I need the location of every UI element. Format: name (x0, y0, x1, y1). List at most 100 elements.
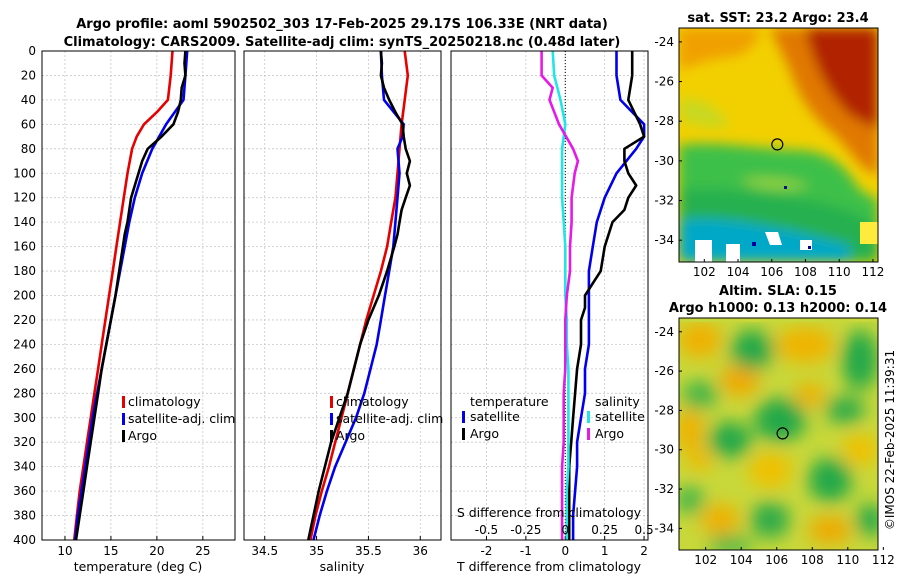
x2-tick-label: -0.5 (475, 523, 498, 537)
sst-map-title: sat. SST: 23.2 Argo: 23.4 (687, 11, 868, 26)
y-tick-label: 120 (13, 191, 36, 205)
map-x-tick-label: 102 (694, 553, 717, 567)
y-tick-label: 160 (13, 240, 36, 254)
x-tick-label: 0 (561, 544, 569, 558)
map-x-tick-label: 112 (872, 553, 895, 567)
series-line-argo (307, 51, 412, 540)
y-tick-label: 20 (21, 68, 36, 82)
s-difference-axis-label: S difference from climatology (457, 505, 642, 520)
x2-tick-label: 0.25 (591, 523, 618, 537)
x-tick-label: 25 (195, 544, 210, 558)
legend-swatch-climatology (330, 396, 333, 408)
salinity-grid (244, 50, 441, 541)
y-tick-label: 40 (21, 93, 36, 107)
legend-swatch-argo (122, 430, 125, 442)
map-y-tick-label: -24 (654, 325, 674, 339)
legend-label-climatology: climatology (128, 394, 201, 409)
difference-frame (450, 50, 649, 541)
x-tick-label: 2 (640, 544, 648, 558)
y-tick-label: 400 (13, 533, 36, 547)
sst-argo-position-marker (771, 138, 784, 151)
y-tick-label: 340 (13, 460, 36, 474)
series-line-argo (74, 51, 187, 540)
series-line-temperature-satellite (571, 51, 646, 540)
y-tick-label: 0 (28, 44, 36, 58)
series-line-satellite-adj-clim (312, 51, 406, 540)
legend-label-argo: Argo (128, 428, 157, 443)
legend-label-t-argo: Argo (470, 426, 499, 441)
map-y-tick-label: -32 (654, 482, 674, 496)
temperature-legend: climatology satellite-adj. clim Argo (122, 394, 235, 443)
map-x-tick-label: 104 (727, 265, 750, 279)
map-y-tick-label: -28 (654, 114, 674, 128)
series-line-temperature-argo (567, 51, 646, 540)
legend-swatch-satellite (122, 413, 125, 425)
copyright-timestamp: ©IMOS 22-Feb-2025 11:39:31 (883, 350, 897, 530)
x2-tick-label: 0 (561, 523, 569, 537)
sla-argo-position-marker (776, 427, 789, 440)
map-y-tick-label: -28 (654, 403, 674, 417)
x2-tick-label: 0.5 (635, 523, 654, 537)
x-tick-label: 10 (57, 544, 72, 558)
x-tick-label: -2 (480, 544, 492, 558)
x-tick-label: 35.5 (355, 544, 382, 558)
legend-label-satellite: satellite-adj. clim (336, 411, 443, 426)
y-tick-label: 140 (13, 215, 36, 229)
map-x-tick-label: 110 (828, 265, 851, 279)
salinity-frame (243, 50, 442, 541)
y-tick-label: 100 (13, 166, 36, 180)
map-y-tick-label: -34 (654, 521, 674, 535)
legend-label-s-argo: Argo (595, 426, 624, 441)
x-tick-label: 15 (103, 544, 118, 558)
legend-label-satellite: satellite-adj. clim (128, 411, 235, 426)
y-tick-label: 280 (13, 386, 36, 400)
temperature-grid (42, 50, 235, 541)
y-tick-label: 260 (13, 362, 36, 376)
legend-swatch-satellite (330, 413, 333, 425)
salinity-axis-label: salinity (320, 559, 365, 574)
difference-grid (451, 50, 648, 541)
legend-heading-temperature: temperature (470, 394, 549, 409)
y-tick-label: 320 (13, 435, 36, 449)
x-tick-label: 34.5 (251, 544, 278, 558)
map-x-tick-label: 110 (836, 553, 859, 567)
map-y-tick-label: -30 (654, 443, 674, 457)
x-tick-label: -1 (520, 544, 532, 558)
series-line-climatology (72, 51, 174, 540)
y-tick-label: 80 (21, 142, 36, 156)
map-y-tick-label: -34 (654, 233, 674, 247)
x-tick-label: 35 (309, 544, 324, 558)
difference-legend-temperature: temperature satellite Argo (462, 394, 549, 441)
map-y-tick-label: -30 (654, 154, 674, 168)
sla-map-title-line2: Argo h1000: 0.13 h2000: 0.14 (669, 301, 887, 316)
y-tick-label: 380 (13, 509, 36, 523)
map-y-tick-label: -32 (654, 194, 674, 208)
map-x-tick-label: 104 (730, 553, 753, 567)
sla-tick-labels: 102 104 106 108 110 112 -24 -26 -28 -30 -32 -34 (654, 325, 894, 567)
difference-lines (540, 51, 646, 540)
legend-label-s-satellite: satellite (595, 409, 645, 424)
legend-swatch-s-argo (587, 428, 590, 440)
sst-map-frame (678, 27, 879, 263)
series-line-climatology (309, 51, 410, 540)
legend-swatch-s-satellite (587, 411, 590, 423)
map-y-tick-label: -26 (654, 364, 674, 378)
legend-label-climatology: climatology (336, 394, 409, 409)
x2-tick-label: -0.25 (510, 523, 541, 537)
map-x-tick-label: 108 (794, 265, 817, 279)
figure-title-line1: Argo profile: aoml 5902502_303 17-Feb-20… (76, 17, 608, 32)
temperature-axis-label: temperature (deg C) (74, 559, 203, 574)
map-y-tick-label: -24 (654, 35, 674, 49)
legend-heading-salinity: salinity (595, 394, 640, 409)
salinity-legend: climatology satellite-adj. clim Argo (330, 394, 443, 443)
series-line-salinity-argo (540, 51, 580, 540)
y-tick-label: 200 (13, 289, 36, 303)
difference-tick-labels: -2 -1 0 1 2 (480, 544, 647, 558)
map-x-tick-label: 102 (693, 265, 716, 279)
x-tick-label: 1 (601, 544, 609, 558)
y-tick-label: 240 (13, 337, 36, 351)
salinity-lines (307, 51, 412, 540)
map-y-tick-label: -26 (654, 75, 674, 89)
legend-swatch-t-satellite (462, 411, 465, 423)
